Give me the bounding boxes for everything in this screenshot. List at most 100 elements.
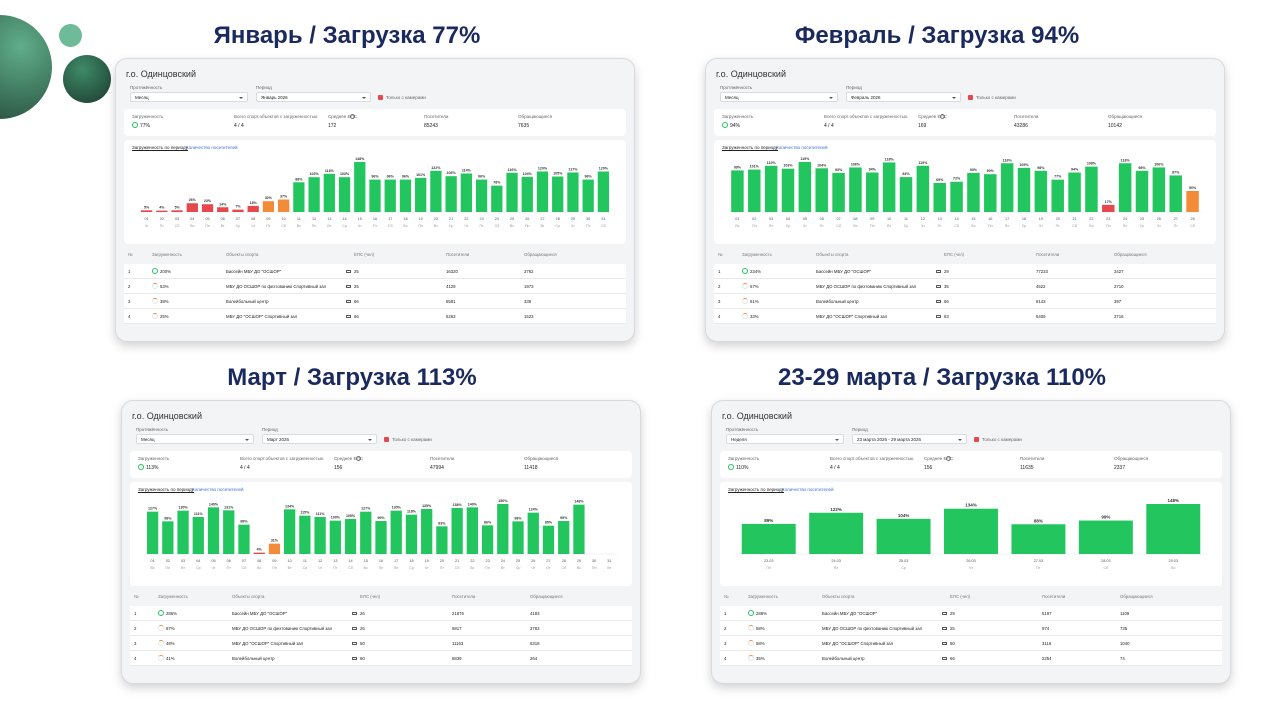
bar [866, 172, 879, 212]
bar [238, 524, 250, 554]
filter-label: Период [852, 427, 868, 432]
weekday-label: Пт [938, 224, 943, 228]
weekday-label: Пн [525, 224, 530, 228]
caret [362, 96, 366, 99]
region-heading: г.о. Одинцовский [126, 69, 196, 79]
stat-label: Среднее ЕПС [328, 114, 358, 119]
x-tick-label: 20 [440, 559, 444, 563]
bar [741, 523, 796, 554]
stat-label: Посетители [430, 456, 455, 461]
load-ring [748, 640, 754, 646]
table-cell: 5409 [1036, 313, 1046, 319]
table-cell: 5197 [1042, 610, 1052, 616]
table-cell: 66 [944, 298, 949, 304]
value-label: 99% [734, 165, 742, 169]
stat-label: Всего спорт.объектов с загруженностью [240, 456, 324, 461]
weekday-label: Вт [501, 566, 505, 570]
x-tick-label: 22 [464, 217, 468, 221]
table-cell: 50 [950, 640, 955, 646]
caret [239, 96, 243, 99]
row-bg [124, 264, 626, 278]
stat-value: 47994 [430, 464, 444, 471]
bar [1078, 520, 1133, 554]
table-cell: 234% [750, 268, 761, 274]
x-tick-label: 27 [1174, 217, 1178, 221]
table-cell: 66 [950, 655, 955, 661]
bar [360, 511, 372, 554]
bar [253, 552, 265, 554]
table-cell: 3762 [524, 268, 534, 274]
weekday-label: Пн [379, 566, 384, 570]
bar [460, 173, 472, 212]
value-label: 115% [300, 511, 310, 515]
bar [146, 511, 159, 554]
bar [375, 521, 387, 554]
weekday-label: Пт [820, 224, 825, 228]
table-cell: 58% [756, 625, 765, 631]
weekday-label: Чт [803, 224, 807, 228]
x-tick-label: 04 [196, 559, 200, 563]
value-label: 96% [371, 175, 379, 179]
load-ring [748, 625, 754, 631]
x-tick-label: 18 [403, 217, 407, 221]
value-label: 37% [280, 195, 288, 199]
bar [390, 510, 402, 554]
load-chart: 127% 01 Вс 98% 02 Пн 130% 03 Вт 111% 04 Ср 140% 05 Чт 1… [145, 499, 617, 570]
row-divider [720, 650, 1222, 651]
stat-label: Среднее ЕПС [924, 456, 954, 461]
value-label: 148% [1168, 498, 1180, 503]
bar [338, 177, 351, 212]
value-label: 98% [1138, 166, 1146, 170]
table-cell: 21876 [452, 610, 464, 616]
load-ring [138, 464, 144, 470]
table-cell: 74 [1120, 655, 1125, 661]
table-cell: 1040 [1120, 640, 1130, 646]
value-label: 88% [1034, 518, 1043, 523]
table-cell: 58% [756, 640, 765, 646]
x-tick-label: 07 [836, 217, 840, 221]
bar [201, 204, 214, 212]
table-cell: 16320 [446, 268, 458, 274]
camera-icon [942, 656, 947, 660]
bar [217, 207, 229, 212]
value-label: 117% [568, 167, 578, 171]
bar [451, 508, 463, 554]
weekday-label: Сб [561, 566, 566, 570]
x-tick-label: 01 [144, 217, 148, 221]
value-label: 105% [553, 172, 563, 176]
x-tick-label: 05 [211, 559, 215, 563]
bar [284, 509, 296, 554]
table-cell: 53% [160, 283, 169, 289]
x-tick-label: 29 [571, 217, 575, 221]
value-label: 106% [851, 162, 861, 166]
dashboard-screenshot: г.о. Одинцовский Протяжённость Неделя Перио… [711, 400, 1231, 684]
row-divider [130, 665, 632, 666]
value-label: 94% [1071, 168, 1079, 172]
bar [421, 509, 433, 554]
bar [597, 171, 610, 212]
row-divider [714, 323, 1216, 324]
x-tick-label: 22 [470, 559, 474, 563]
bar [1000, 163, 1014, 212]
stat-label: Загруженность [132, 114, 164, 119]
chart-card: Загруженность по периоду Количество посет… [130, 482, 632, 586]
weekday-label: Ср [901, 566, 906, 570]
x-tick-label: 30 [586, 217, 590, 221]
table-header: № [128, 252, 133, 257]
row-divider [130, 650, 632, 651]
table-header: № [134, 594, 139, 599]
x-tick-label: 07 [236, 217, 240, 221]
value-label: 111% [194, 512, 204, 516]
value-label: 140% [468, 502, 478, 506]
x-tick-label: 12 [318, 559, 322, 563]
x-tick-label: 27 [540, 217, 544, 221]
weekday-label: Ср [196, 566, 201, 570]
weekday-label: Вт [181, 566, 185, 570]
weekday-label: Вс [151, 566, 155, 570]
bar [573, 504, 585, 554]
stat-value: 85243 [424, 122, 438, 129]
bar [323, 173, 335, 212]
table-card: № Загруженность Объекты спорта ЕПС (чел) Пос… [116, 248, 634, 341]
bar [1146, 504, 1201, 554]
x-tick-label: 20 [434, 217, 438, 221]
